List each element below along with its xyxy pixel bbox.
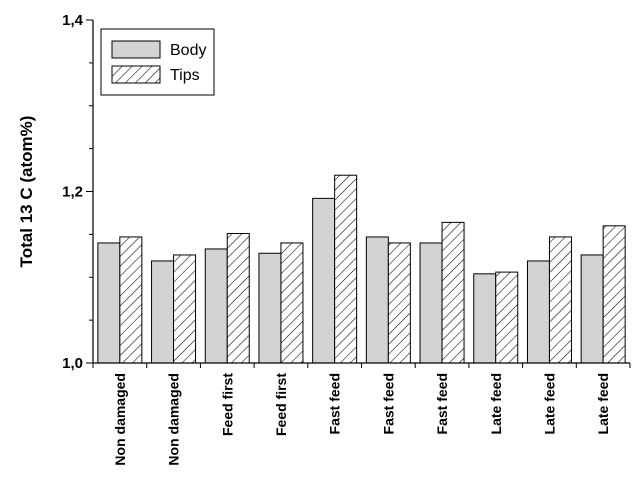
bar-tips-3 [226, 233, 250, 364]
bar-tips-1 [119, 236, 143, 364]
bar-tips-9 [548, 236, 572, 364]
legend-label-tips: Tips [170, 67, 200, 84]
bar-body-4 [258, 252, 282, 364]
bar-tips-8 [495, 271, 519, 364]
ticks-group: 1,0 1,2 1,4 [62, 12, 631, 372]
bar-tips-6 [387, 242, 411, 364]
legend-swatch-tips [111, 65, 161, 84]
y-tick-label: 1,2 [62, 184, 83, 201]
bar-body-10 [580, 254, 604, 364]
bar-tips-4 [280, 242, 304, 364]
x-category-label: Late feed [541, 373, 557, 434]
x-category-label: Feed first [219, 373, 235, 436]
x-category-label: Late feed [595, 373, 611, 434]
bar-body-8 [473, 273, 497, 364]
bars-group [97, 174, 626, 364]
x-category-label: Non damaged [112, 373, 128, 466]
bar-body-3 [204, 248, 228, 364]
x-category-label: Fast feed [434, 373, 450, 434]
bar-body-6 [365, 236, 389, 364]
bar-body-1 [97, 242, 121, 364]
bar-tips-2 [173, 254, 197, 364]
x-category-label: Fast feed [327, 373, 343, 434]
bar-body-9 [526, 260, 550, 364]
bar-tips-7 [441, 221, 465, 364]
bar-body-2 [151, 260, 175, 364]
x-category-label: Non damaged [166, 373, 182, 466]
x-category-label: Fast feed [380, 373, 396, 434]
category-labels-group: Non damaged Non damaged Feed first Feed fir… [112, 373, 611, 466]
bar-tips-10 [602, 225, 626, 364]
y-tick-label: 1,0 [62, 355, 83, 372]
bar-tips-5 [334, 174, 358, 364]
y-axis-title: Total 13 C (atom%) [17, 116, 36, 268]
legend-box [100, 28, 215, 96]
x-category-label: Late feed [488, 373, 504, 434]
bar-body-5 [312, 197, 336, 364]
bar-body-7 [419, 242, 443, 364]
legend: Body Tips [100, 28, 215, 96]
y-tick-label: 1,4 [62, 12, 84, 29]
x-category-label: Feed first [273, 373, 289, 436]
legend-swatch-body [111, 40, 161, 59]
legend-label-body: Body [170, 42, 206, 59]
